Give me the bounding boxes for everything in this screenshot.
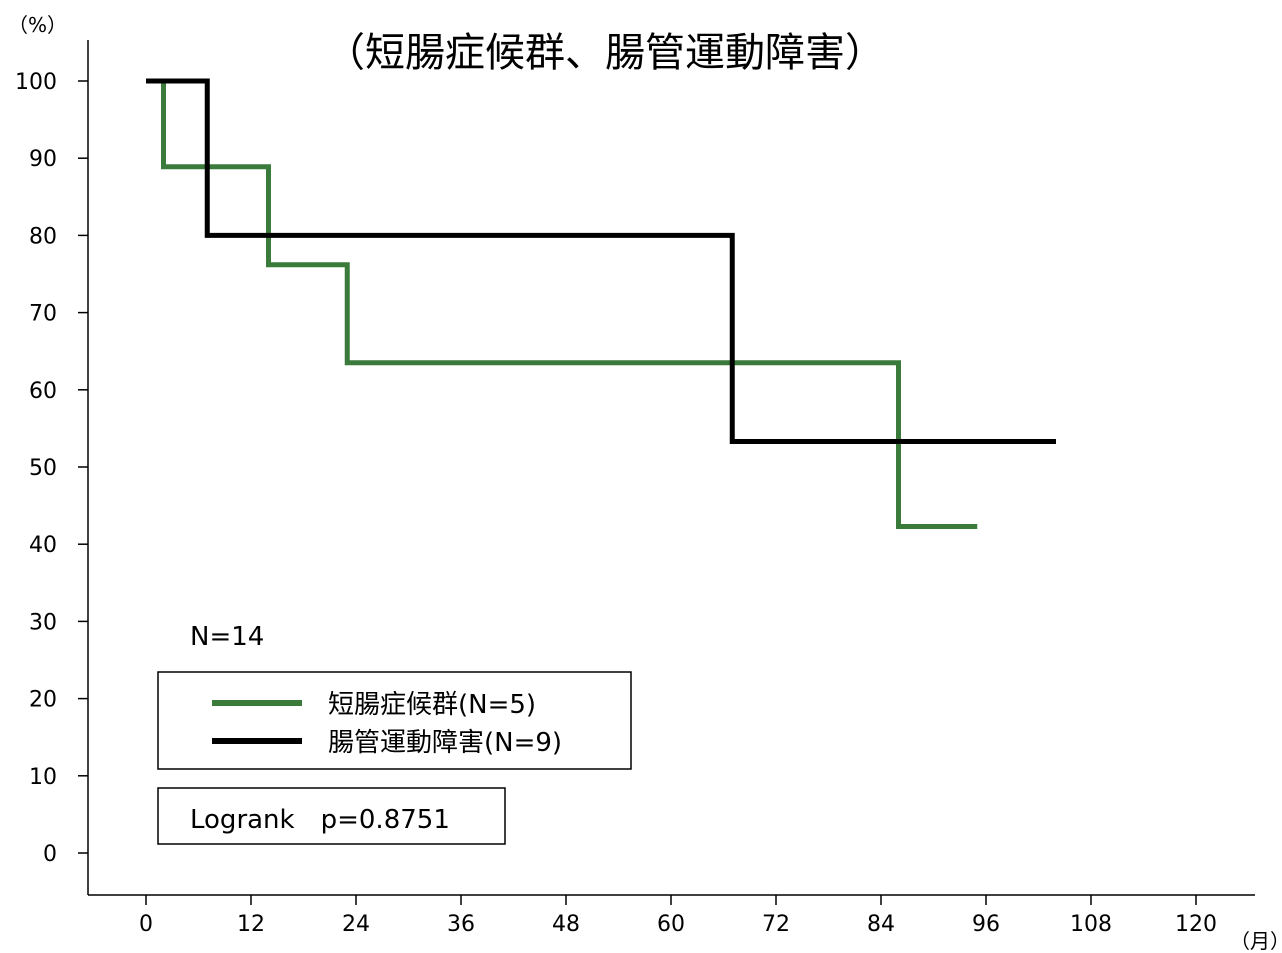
x-tick-label: 60 <box>657 912 685 937</box>
x-tick-label: 72 <box>762 912 790 937</box>
y-tick-label: 20 <box>29 688 57 713</box>
survival-curve-short-bowel <box>146 78 978 529</box>
y-tick-label: 60 <box>29 379 57 404</box>
y-tick-label: 100 <box>15 70 57 95</box>
chart-title: （短腸症候群、腸管運動障害） <box>325 30 885 76</box>
y-tick-label: 30 <box>29 610 57 635</box>
y-tick-label: 50 <box>29 456 57 481</box>
series-layer <box>146 78 1056 529</box>
x-tick-label: 84 <box>867 912 895 937</box>
x-tick-label: 24 <box>342 912 370 937</box>
legend-box <box>157 671 632 770</box>
legend-label-motility: 腸管運動障害(N=9) <box>328 728 562 758</box>
x-tick-label: 96 <box>972 912 1000 937</box>
x-tick-label: 120 <box>1175 912 1217 937</box>
x-tick-label: 108 <box>1070 912 1112 937</box>
y-tick-label: 90 <box>29 147 57 172</box>
x-axis-ticks: 0 12 24 36 48 60 72 84 96 108 120 <box>139 895 1217 937</box>
logrank-box: Logrank p=0.8751 <box>157 787 506 845</box>
logrank-frame <box>157 787 506 845</box>
y-axis-unit: （%） <box>8 13 67 37</box>
y-tick-label: 10 <box>29 765 57 790</box>
y-tick-label: 80 <box>29 224 57 249</box>
logrank-label: Logrank p=0.8751 <box>190 805 450 835</box>
survival-curve-motility <box>146 78 1056 445</box>
x-tick-label: 36 <box>447 912 475 937</box>
y-tick-label: 70 <box>29 302 57 327</box>
sample-size-label: N=14 <box>190 622 264 652</box>
x-tick-label: 0 <box>139 912 153 937</box>
legend-label-short-bowel: 短腸症候群(N=5) <box>328 690 536 720</box>
y-tick-label: 40 <box>29 533 57 558</box>
x-axis-unit: （月） <box>1230 929 1282 953</box>
legend: 短腸症候群(N=5) 腸管運動障害(N=9) <box>157 671 632 770</box>
y-tick-label: 0 <box>43 842 57 867</box>
x-tick-label: 12 <box>237 912 265 937</box>
y-axis-ticks: 0 10 20 30 40 50 60 70 80 90 100 <box>15 70 88 867</box>
x-tick-label: 48 <box>552 912 580 937</box>
